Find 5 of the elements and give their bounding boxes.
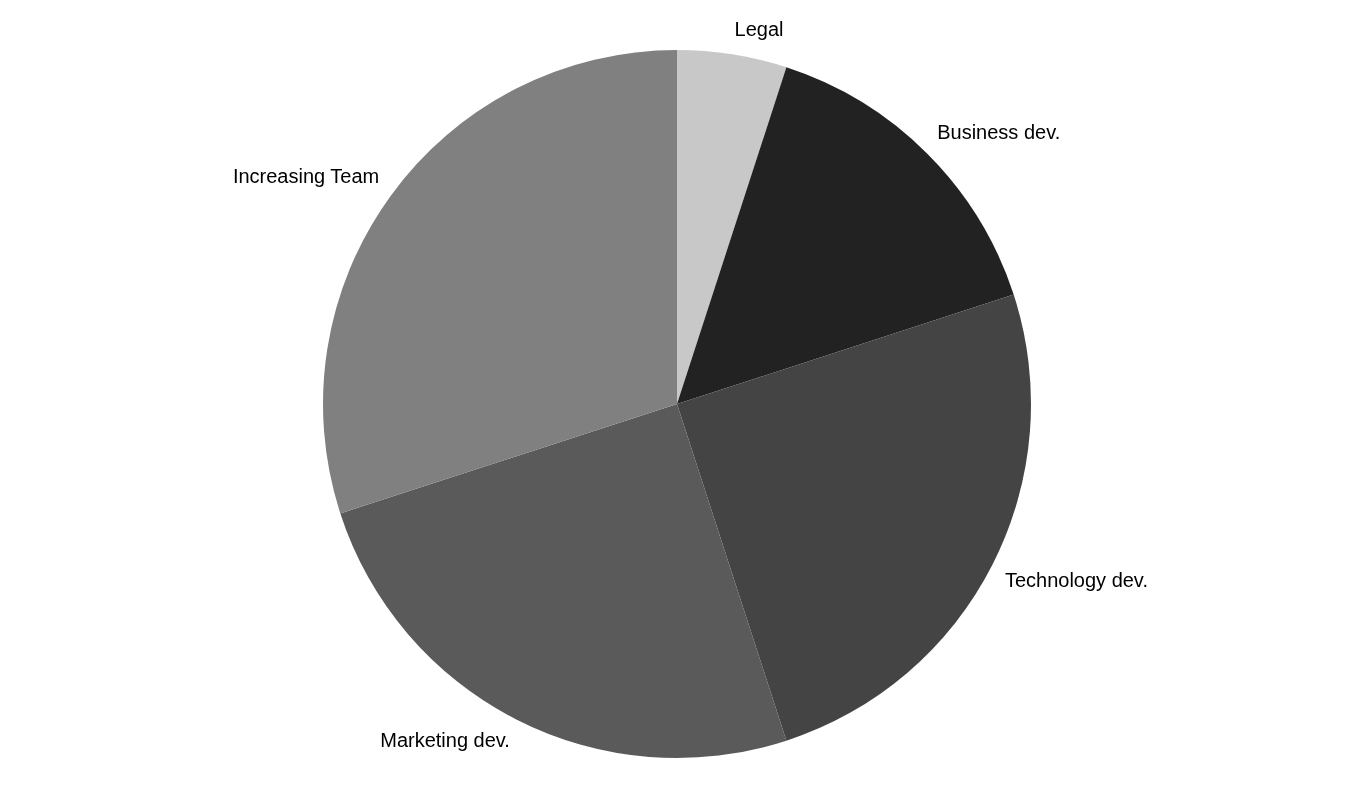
slice-label: Legal (734, 18, 784, 41)
slice-label: Increasing Team (232, 165, 380, 188)
slice-label: Technology dev. (1004, 568, 1148, 591)
slice-label: Marketing dev. (380, 729, 510, 752)
slice-label: Business dev. (937, 121, 1061, 144)
